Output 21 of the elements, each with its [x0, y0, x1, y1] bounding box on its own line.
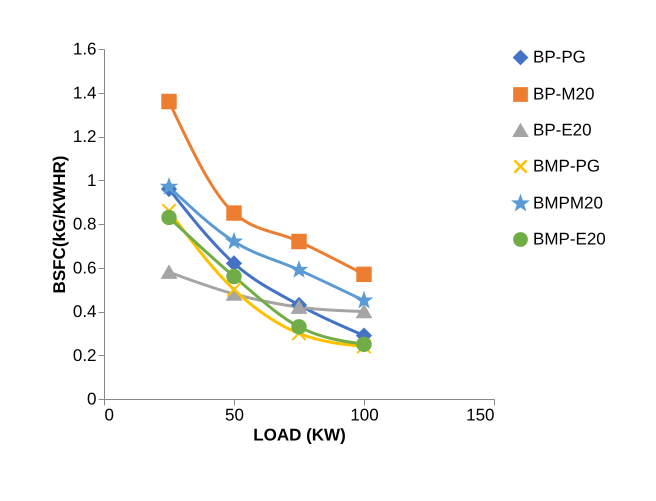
y-tick-label: 0.2: [72, 346, 96, 365]
y-tick-label: 0: [87, 390, 96, 408]
x-tick-label: 100: [350, 406, 379, 424]
legend-label: BP-E20: [533, 120, 592, 140]
legend-label: BP-PG: [533, 48, 586, 66]
y-tick-label: 1.2: [72, 127, 96, 146]
x-tick-label: 0: [104, 406, 114, 424]
legend-label: BP-M20: [533, 84, 594, 104]
y-tick-label: 0.6: [72, 258, 96, 278]
legend-label: BMP-PG: [533, 156, 600, 176]
y-tick-label: 1.6: [72, 40, 96, 58]
y-tick-label: 0.4: [72, 302, 96, 321]
x-tick-label: 50: [225, 406, 244, 424]
y-tick-label: 1.4: [72, 83, 96, 102]
x-axis-title: LOAD (KW): [253, 426, 346, 444]
y-tick-label: 0.8: [72, 214, 96, 234]
y-tick-label: 1: [87, 170, 96, 190]
x-tick-label: 150: [466, 406, 494, 424]
legend-label: BMPM20: [533, 194, 603, 212]
y-axis-title: BSFC(kG/KWHR): [50, 156, 69, 294]
legend-label: BMP-E20: [533, 230, 606, 248]
